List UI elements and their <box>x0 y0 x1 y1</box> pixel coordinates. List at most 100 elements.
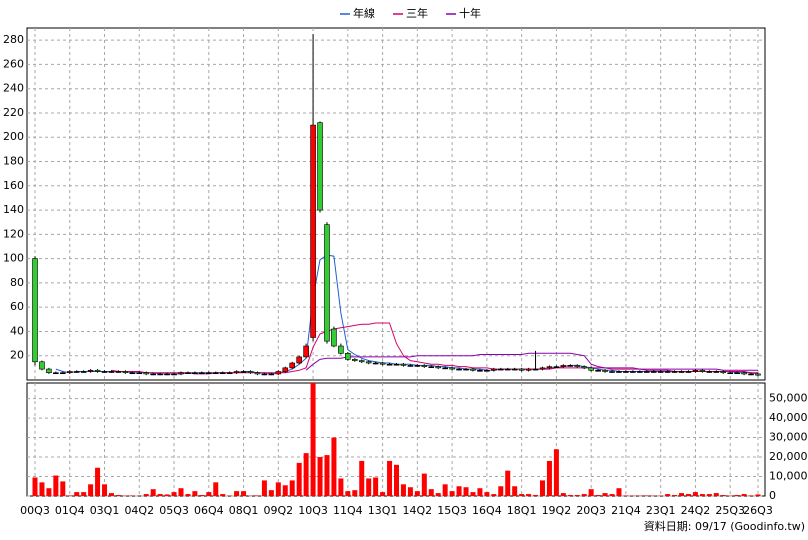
volume-bar <box>602 493 608 496</box>
volume-bar <box>672 495 678 496</box>
candle-body <box>46 368 52 374</box>
volume-bar <box>665 494 671 496</box>
volume-bar <box>692 492 698 496</box>
candle-body <box>212 372 219 375</box>
candle-body <box>39 361 45 370</box>
volume-bar <box>491 494 497 496</box>
volume-bar <box>679 493 685 496</box>
candle-body <box>219 372 226 375</box>
candle-body <box>240 371 247 373</box>
candle-body <box>66 371 73 374</box>
candle-body <box>657 371 664 373</box>
volume-bar <box>498 486 504 496</box>
volume-bar <box>609 494 615 496</box>
candle-body <box>115 371 122 373</box>
x-tick-label: 15Q3 <box>437 504 467 517</box>
volume-bar <box>748 495 754 496</box>
volume-bar <box>560 493 566 496</box>
candle-body <box>477 369 483 372</box>
volume-bar <box>67 495 73 496</box>
candle-body <box>254 372 261 375</box>
x-tick-label: 11Q4 <box>333 504 363 517</box>
volume-bar <box>421 473 427 496</box>
candle-body <box>484 369 490 372</box>
ma-line <box>111 322 758 375</box>
candle-body <box>122 371 129 374</box>
legend-label: 十年 <box>459 6 481 20</box>
candle-body <box>456 368 462 371</box>
candle-body <box>525 368 532 371</box>
candle-body <box>699 369 706 372</box>
volume-bar <box>185 494 191 496</box>
volume-bar <box>32 477 38 496</box>
volume-bar <box>296 462 302 496</box>
candle-body <box>567 365 574 367</box>
y2-tick-label: 0 <box>769 489 776 502</box>
volume-bar <box>484 492 490 496</box>
volume-bar <box>526 494 532 496</box>
candle-body <box>706 371 713 373</box>
volume-bar <box>595 495 601 496</box>
source-note: 資料日期: 09/17 (Goodinfo.tw) <box>644 519 805 533</box>
candle-body <box>685 371 692 373</box>
volume-bar <box>150 489 156 496</box>
candle-body <box>303 345 309 358</box>
volume-bar <box>206 492 212 496</box>
candle-body <box>282 367 289 372</box>
volume-bar <box>644 495 650 496</box>
ma-line <box>305 352 758 371</box>
volume-bar <box>220 494 226 496</box>
x-tick-label: 09Q2 <box>263 504 293 517</box>
candle-body <box>421 365 428 367</box>
candle-body <box>532 368 539 371</box>
candle-body <box>393 363 400 366</box>
legend-label: 年線 <box>353 6 375 20</box>
candle-body <box>136 372 143 375</box>
volume-bar <box>512 486 518 496</box>
candle-body <box>150 373 156 376</box>
y-tick-label: 200 <box>3 130 24 143</box>
volume-bar <box>268 490 274 496</box>
x-tick-label: 24Q2 <box>681 504 711 517</box>
candle-body <box>60 372 66 375</box>
y2-tick-label: 40,000 <box>769 411 808 424</box>
candle-body <box>338 345 344 354</box>
volume-bar <box>324 455 330 496</box>
x-tick-label: 21Q4 <box>611 504 641 517</box>
volume-bar <box>310 383 316 496</box>
volume-bar <box>616 488 622 496</box>
volume-bar <box>171 492 177 496</box>
candle-body <box>671 371 678 373</box>
volume-bar <box>505 470 511 496</box>
y-tick-label: 240 <box>3 82 24 95</box>
volume-bar <box>414 491 420 496</box>
candle-body <box>609 371 615 373</box>
candle-body <box>379 362 386 365</box>
y-tick-label: 20 <box>10 349 24 362</box>
candle-body <box>171 373 177 376</box>
volume-bar <box>519 494 525 496</box>
candle-body <box>268 373 275 376</box>
candle-body <box>539 367 546 370</box>
candle-body <box>32 258 38 363</box>
candle-body <box>553 366 560 368</box>
x-tick-label: 13Q1 <box>368 504 398 517</box>
x-tick-label: 20Q3 <box>576 504 606 517</box>
candle-body <box>560 365 567 367</box>
volume-bar <box>533 495 539 496</box>
legend-label: 三年 <box>406 6 428 20</box>
volume-bar <box>428 489 434 496</box>
candle-body <box>261 373 268 376</box>
volume-bar <box>115 495 121 496</box>
volume-bar <box>435 493 441 496</box>
volume-bar <box>713 493 719 496</box>
volume-bar <box>192 491 198 496</box>
candle-body <box>497 368 504 371</box>
candle-body <box>101 371 108 373</box>
volume-bar <box>706 494 712 496</box>
y-tick-label: 280 <box>3 33 24 46</box>
candle-body <box>650 371 657 373</box>
y2-tick-label: 10,000 <box>769 470 808 483</box>
candle-body <box>73 371 80 373</box>
